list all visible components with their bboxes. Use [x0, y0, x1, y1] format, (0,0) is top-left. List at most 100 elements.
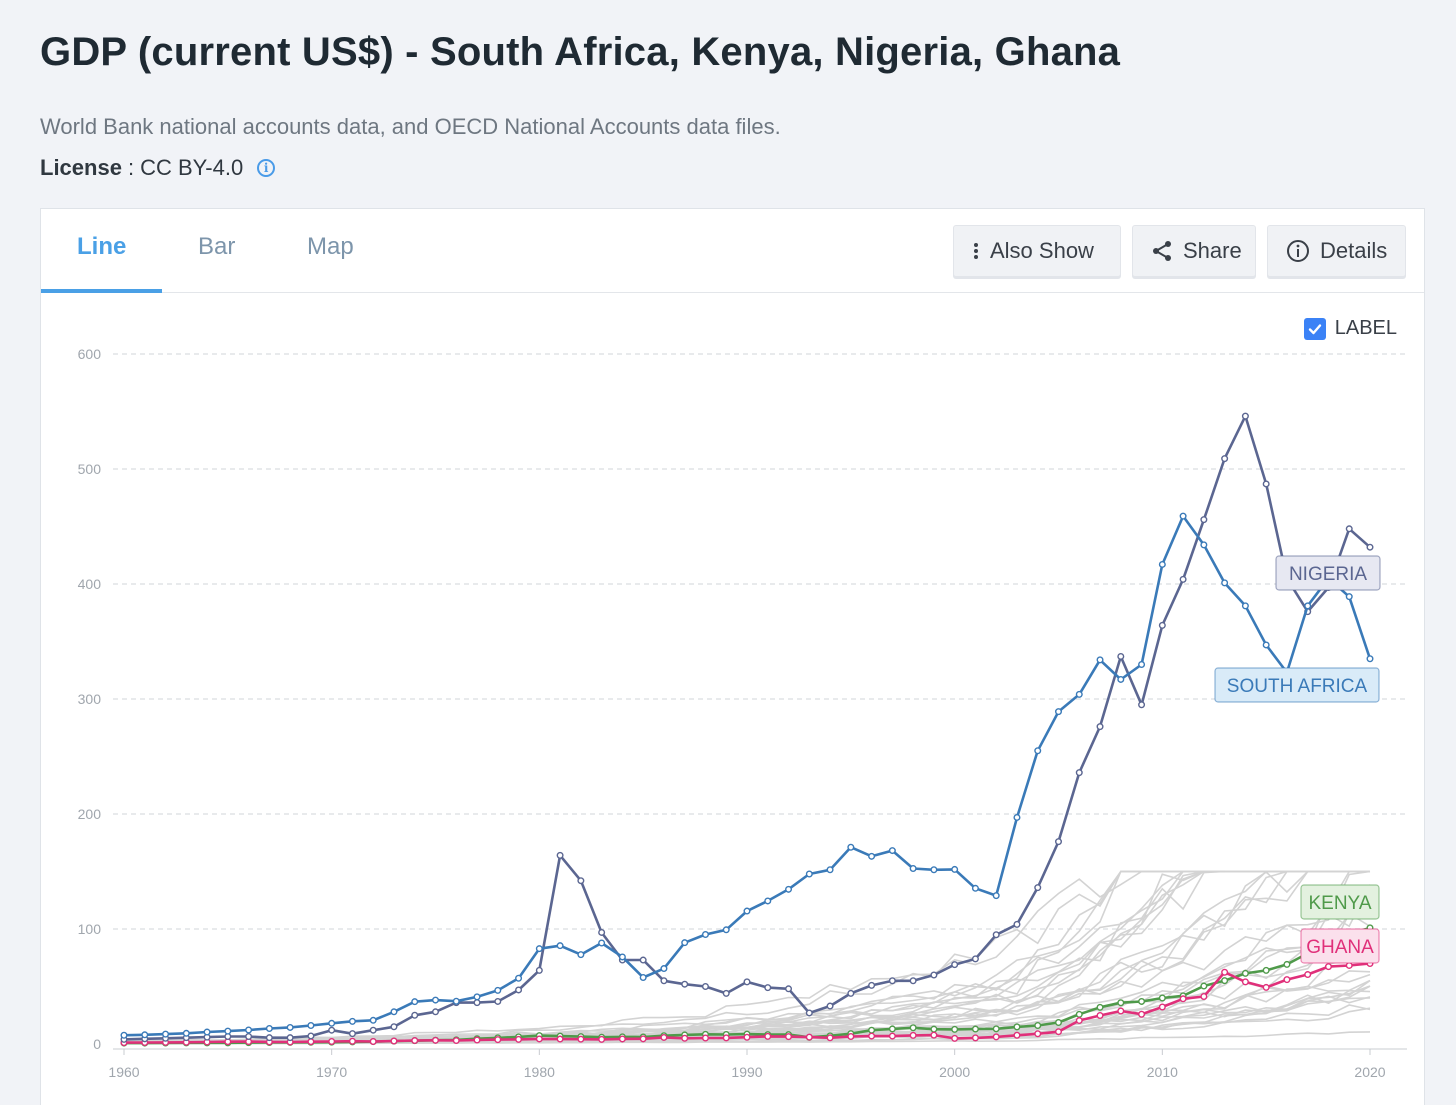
- y-tick-label: 0: [93, 1036, 101, 1052]
- ghana-point: [411, 1037, 419, 1045]
- ghana-point: [1179, 995, 1187, 1003]
- source-note: World Bank national accounts data, and O…: [40, 114, 781, 139]
- ghana-point: [639, 1035, 647, 1043]
- nigeria-point: [1241, 412, 1249, 420]
- nigeria-point: [805, 1009, 813, 1017]
- south-africa-point: [826, 866, 834, 874]
- south-africa-point: [743, 907, 751, 915]
- kenya-point: [1241, 969, 1249, 977]
- nigeria-point: [1262, 480, 1270, 488]
- ghana-point: [1283, 976, 1291, 984]
- south-africa-point: [1262, 641, 1270, 649]
- south-africa-point: [598, 939, 606, 947]
- nigeria-point: [639, 956, 647, 964]
- nigeria-point: [598, 928, 606, 936]
- kenya-point: [909, 1024, 917, 1032]
- label-checkbox[interactable]: [1303, 317, 1326, 340]
- nigeria-point: [348, 1030, 356, 1038]
- south-africa-point: [868, 852, 876, 860]
- ghana-point: [618, 1035, 626, 1043]
- south-africa-point: [182, 1029, 190, 1037]
- ghana-point: [307, 1038, 315, 1046]
- nigeria-point: [1200, 516, 1208, 524]
- nigeria-point: [411, 1011, 419, 1019]
- south-africa-point: [328, 1019, 336, 1027]
- share-label: Share: [1183, 238, 1242, 263]
- kenya-point: [930, 1025, 938, 1033]
- ghana-point: [1221, 968, 1229, 976]
- kenya-point: [1013, 1023, 1021, 1031]
- ghana-point: [805, 1033, 813, 1041]
- nigeria-point: [1013, 920, 1021, 928]
- share-button[interactable]: Share: [1132, 225, 1256, 277]
- nigeria-point: [515, 986, 523, 994]
- kenya-point: [1117, 999, 1125, 1007]
- south-africa-point: [1241, 602, 1249, 610]
- ghana-point: [1013, 1031, 1021, 1039]
- ghana-point: [348, 1037, 356, 1045]
- south-africa-point: [348, 1017, 356, 1025]
- south-africa-point: [618, 953, 626, 961]
- label-toggle[interactable]: LABEL: [1303, 317, 1397, 340]
- x-tick-label: 2010: [1147, 1064, 1178, 1080]
- nigeria-point: [1054, 838, 1062, 846]
- south-africa-label-box: [1214, 667, 1380, 703]
- south-africa-point: [660, 965, 668, 973]
- nigeria-point: [722, 989, 730, 997]
- kenya-point: [992, 1025, 1000, 1033]
- background-country-line: [123, 898, 1371, 1044]
- ghana-point: [1117, 1007, 1125, 1015]
- ghana-point: [1241, 978, 1249, 986]
- ghana-point: [598, 1035, 606, 1043]
- nigeria-point: [1138, 701, 1146, 709]
- south-africa-point: [224, 1027, 232, 1035]
- south-africa-point: [1221, 579, 1229, 587]
- nigeria-point: [1096, 723, 1104, 731]
- ghana-point: [743, 1033, 751, 1041]
- south-africa-line: [123, 514, 1372, 1037]
- south-africa-point: [515, 974, 523, 982]
- label-toggle-text: LABEL: [1334, 317, 1397, 339]
- south-africa-point: [141, 1031, 149, 1039]
- ghana-point: [494, 1036, 502, 1044]
- south-africa-point: [265, 1024, 273, 1032]
- ghana-point: [826, 1034, 834, 1042]
- kenya-point: [1096, 1003, 1104, 1011]
- south-africa-point: [930, 866, 938, 874]
- kenya-point: [1158, 994, 1166, 1002]
- south-africa-point: [1345, 593, 1353, 601]
- ghana-point: [971, 1034, 979, 1042]
- chart-panel: Line Bar Map Also Show Share Details LAB…: [40, 208, 1425, 1105]
- nigeria-point: [1345, 525, 1353, 533]
- kenya-point: [1075, 1010, 1083, 1018]
- y-tick-label: 400: [78, 576, 102, 592]
- nigeria-point: [992, 931, 1000, 939]
- south-africa-point: [307, 1021, 315, 1029]
- south-africa-point: [369, 1016, 377, 1024]
- ghana-point: [515, 1035, 523, 1043]
- south-africa-point: [473, 993, 481, 1001]
- tab-map[interactable]: Map: [307, 233, 354, 260]
- nigeria-point: [577, 877, 585, 885]
- south-africa-point: [432, 996, 440, 1004]
- tab-bar-chart[interactable]: Bar: [198, 233, 236, 260]
- details-button[interactable]: Details: [1267, 225, 1406, 277]
- ghana-point: [1304, 971, 1312, 979]
- nigeria-point: [1221, 455, 1229, 463]
- checkmark-icon: [1308, 323, 1321, 334]
- south-africa-point: [1013, 813, 1021, 821]
- info-icon[interactable]: i: [257, 159, 276, 177]
- south-africa-point: [1075, 690, 1083, 698]
- south-africa-point: [120, 1031, 128, 1039]
- tab-line[interactable]: Line: [77, 233, 127, 260]
- kenya-point: [1262, 966, 1270, 974]
- south-africa-point: [1096, 656, 1104, 664]
- also-show-button[interactable]: Also Show: [953, 225, 1121, 277]
- south-africa-point: [556, 942, 564, 950]
- ghana-point: [847, 1033, 855, 1041]
- also-show-label: Also Show: [990, 238, 1094, 263]
- nigeria-point: [265, 1034, 273, 1042]
- active-tab-indicator: [41, 289, 162, 293]
- nigeria-point: [473, 999, 481, 1007]
